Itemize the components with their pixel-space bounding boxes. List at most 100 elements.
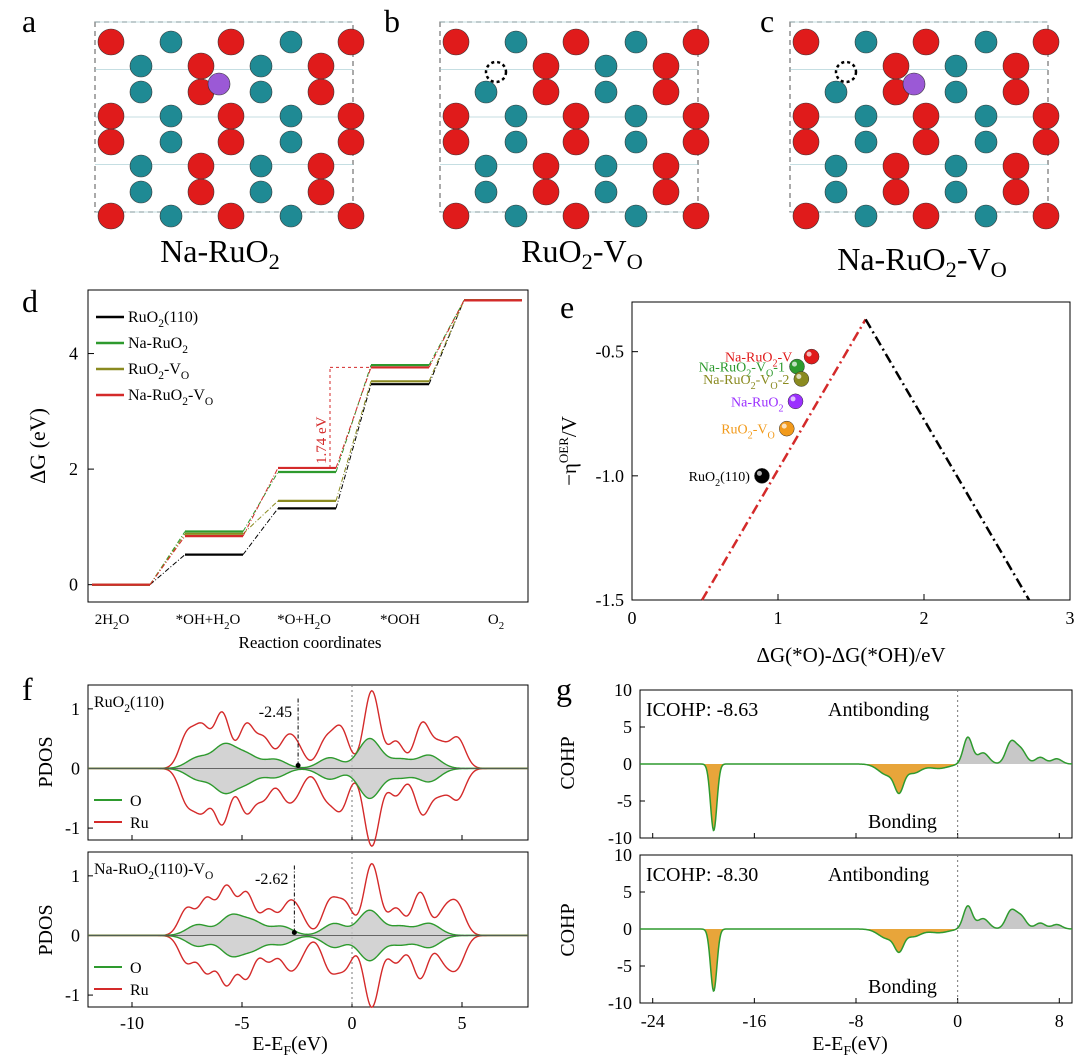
oxygen-atom [442, 128, 470, 156]
panel-e-x-axis-label: ΔG(*O)-ΔG(*OH)/eV [756, 643, 945, 667]
legend-label: Na-RuO2-VO [128, 387, 213, 408]
oxygen-atom [882, 52, 910, 80]
x-tick-label: -5 [235, 1013, 250, 1033]
y-tick-label: -1 [65, 818, 80, 838]
oxygen-atom [1002, 78, 1030, 106]
transition-connector [242, 471, 279, 532]
panel-letter-c: c [760, 3, 774, 39]
x-tick-label: 8 [1055, 1011, 1064, 1031]
y-tick-label: -0.5 [596, 342, 625, 362]
oxygen-vacancy-marker [484, 60, 508, 84]
data-point [803, 348, 820, 365]
ruthenium-atom [824, 180, 848, 204]
bonding-label: Bonding [868, 976, 937, 998]
legend-label-o: O [130, 960, 142, 977]
y-tick-label: 0 [71, 925, 80, 945]
x-tick-label: 0 [348, 1013, 357, 1033]
panel-f-x-axis-label: E-EF(eV) [252, 1033, 328, 1057]
o-pdos-curve [88, 909, 528, 937]
oxygen-atom [652, 52, 680, 80]
oxygen-atom [562, 202, 590, 230]
y-tick-label: -1.5 [596, 590, 625, 610]
oxygen-atom [562, 102, 590, 130]
oxygen-atom [532, 52, 560, 80]
volcano-right-branch [864, 318, 1031, 601]
oxygen-atom [682, 102, 710, 130]
panel-letter-d: d [22, 283, 38, 319]
panel-letter-g: g [556, 671, 572, 707]
y-tick-label: -10 [608, 828, 632, 848]
x-category-label: *OOH [380, 612, 420, 628]
data-point [779, 420, 795, 437]
o-pdos-curve [88, 934, 528, 962]
oxygen-atom [307, 178, 335, 206]
oxygen-atom [792, 28, 820, 56]
oxygen-atom [217, 202, 245, 230]
oxygen-atom [912, 128, 940, 156]
ruthenium-atom [824, 80, 848, 104]
ruthenium-atom [129, 54, 153, 78]
ruthenium-atom [854, 104, 878, 128]
panel-letter-e: e [560, 289, 574, 325]
data-point-highlight [756, 470, 762, 476]
d-band-center-marker [291, 929, 297, 935]
x-tick-label: -24 [641, 1011, 665, 1031]
cohp-curve [640, 736, 1073, 832]
x-tick-label: 0 [953, 1011, 962, 1031]
transition-connector [149, 535, 186, 585]
oxygen-atom [187, 152, 215, 180]
oxygen-atom [217, 28, 245, 56]
ruthenium-atom [594, 154, 618, 178]
legend-label-o: O [130, 793, 142, 810]
transition-connector [149, 554, 186, 586]
oxygen-atom [97, 102, 125, 130]
cohp-curve [640, 905, 1073, 993]
ruthenium-atom [624, 130, 648, 154]
x-category-label: O2 [488, 612, 504, 632]
ru-pdos-curve [88, 767, 528, 848]
panel-d-y-axis-label: ΔG (eV) [25, 408, 50, 484]
oxygen-atom [882, 152, 910, 180]
y-tick-label: -5 [617, 956, 632, 976]
ruthenium-atom [504, 204, 528, 228]
data-point-label: Na-RuO2 [731, 395, 783, 414]
oxygen-atom [1002, 52, 1030, 80]
panel-g-y-axis-label-top: COHP [557, 736, 579, 789]
y-tick-label: 10 [614, 845, 632, 865]
transition-connector [335, 381, 372, 502]
antibonding-fill [640, 737, 1072, 764]
oxygen-atom [912, 28, 940, 56]
transition-connector [335, 384, 372, 509]
ruthenium-atom [594, 54, 618, 78]
ruthenium-atom [594, 180, 618, 204]
oxygen-atom [792, 102, 820, 130]
oxygen-atom [562, 28, 590, 56]
data-point-highlight [806, 351, 812, 357]
annotation-1.74ev: 1.74 eV [314, 416, 330, 464]
y-tick-label: 5 [623, 717, 632, 737]
transition-connector [335, 367, 372, 469]
ruthenium-atom [159, 104, 183, 128]
antibonding-label: Antibonding [828, 864, 929, 886]
structure-na-ruo2-vo [789, 21, 1060, 230]
antibonding-label: Antibonding [828, 699, 929, 721]
structure-label-c: Na-RuO2-VO [837, 241, 1007, 282]
data-point-label: Na-RuO2-VO-1 [699, 361, 785, 380]
y-tick-label: 1 [71, 866, 80, 886]
y-tick-label: -1 [65, 985, 80, 1005]
oxygen-atom [307, 152, 335, 180]
structure-label-b: RuO2-VO [521, 233, 643, 274]
ruthenium-atom [279, 104, 303, 128]
ruthenium-atom [279, 204, 303, 228]
transition-connector [242, 467, 279, 537]
bonding-fill [640, 764, 1072, 831]
x-category-label: *O+H2O [277, 612, 331, 632]
data-point [787, 393, 804, 410]
oxygen-atom [682, 128, 710, 156]
structure-na-ruo2 [94, 21, 365, 230]
d-band-center-value: -2.62 [255, 871, 288, 888]
panel-d-legend: RuO2(110) Na-RuO2 RuO2-VO Na-RuO2-VO [96, 309, 213, 408]
ruthenium-atom [249, 54, 273, 78]
bonding-fill [640, 929, 1072, 991]
